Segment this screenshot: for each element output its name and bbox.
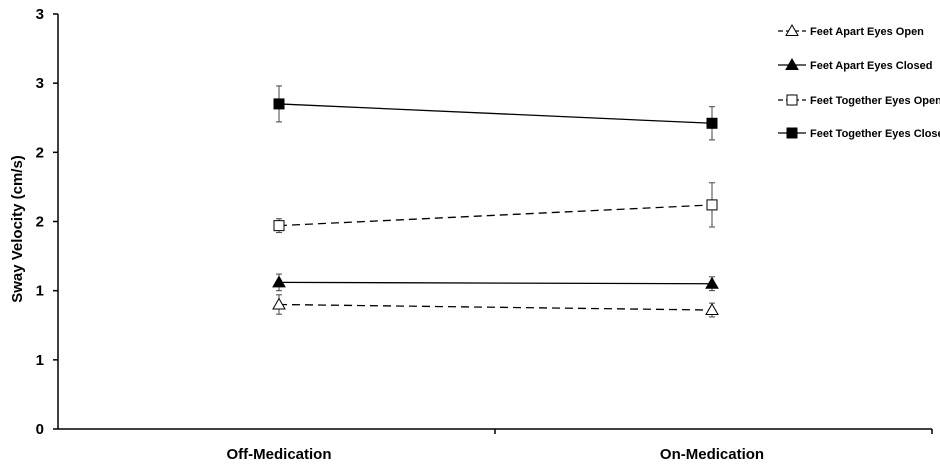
legend: Feet Apart Eyes Open Feet Apart Eyes Clos… [778, 23, 940, 140]
data-point [272, 275, 286, 288]
legend-entry: Feet Apart Eyes Closed [778, 57, 932, 72]
y-tick-label: 0 [36, 421, 44, 438]
legend-label: Feet Together Eyes Open [810, 95, 940, 107]
legend-entry: Feet Together Eyes Open [778, 94, 940, 107]
legend-marker [785, 57, 799, 70]
data-point [273, 98, 285, 110]
series-3 [273, 182, 718, 234]
y-axis-title: Sway Velocity (cm/s) [9, 155, 26, 303]
legend-entry: Feet Apart Eyes Open [778, 23, 924, 38]
x-category-label: Off-Medication [227, 446, 332, 463]
series-1 [272, 294, 719, 318]
legend-entry: Feet Together Eyes Closed [778, 127, 940, 140]
series-line [278, 204, 713, 227]
x-category-label: On-Medication [660, 446, 764, 463]
y-tick-label: 1 [36, 283, 44, 300]
plot-area [272, 85, 719, 318]
data-point [272, 297, 286, 310]
y-tick-label: 3 [36, 75, 44, 92]
legend-marker [785, 23, 799, 36]
data-point [705, 276, 719, 289]
series-line [278, 281, 713, 285]
legend-label: Feet Apart Eyes Open [810, 26, 924, 38]
x-axis: Off-Medication On-Medication [58, 428, 933, 463]
legend-label: Feet Together Eyes Closed [810, 128, 940, 140]
legend-marker [786, 94, 798, 106]
y-axis: 0 1 1 2 2 3 3 [36, 6, 59, 438]
data-point [706, 117, 718, 129]
legend-marker [786, 127, 798, 139]
data-point [273, 220, 285, 232]
y-tick-label: 2 [36, 214, 44, 231]
series-2 [272, 273, 719, 292]
legend-label: Feet Apart Eyes Closed [810, 60, 932, 72]
y-tick-label: 3 [36, 6, 44, 23]
series-line [278, 103, 713, 124]
series-4 [273, 85, 718, 141]
data-point [706, 199, 718, 211]
y-tick-label: 2 [36, 144, 44, 161]
series-line [278, 303, 713, 311]
y-tick-label: 1 [36, 352, 44, 369]
data-point [705, 303, 719, 316]
